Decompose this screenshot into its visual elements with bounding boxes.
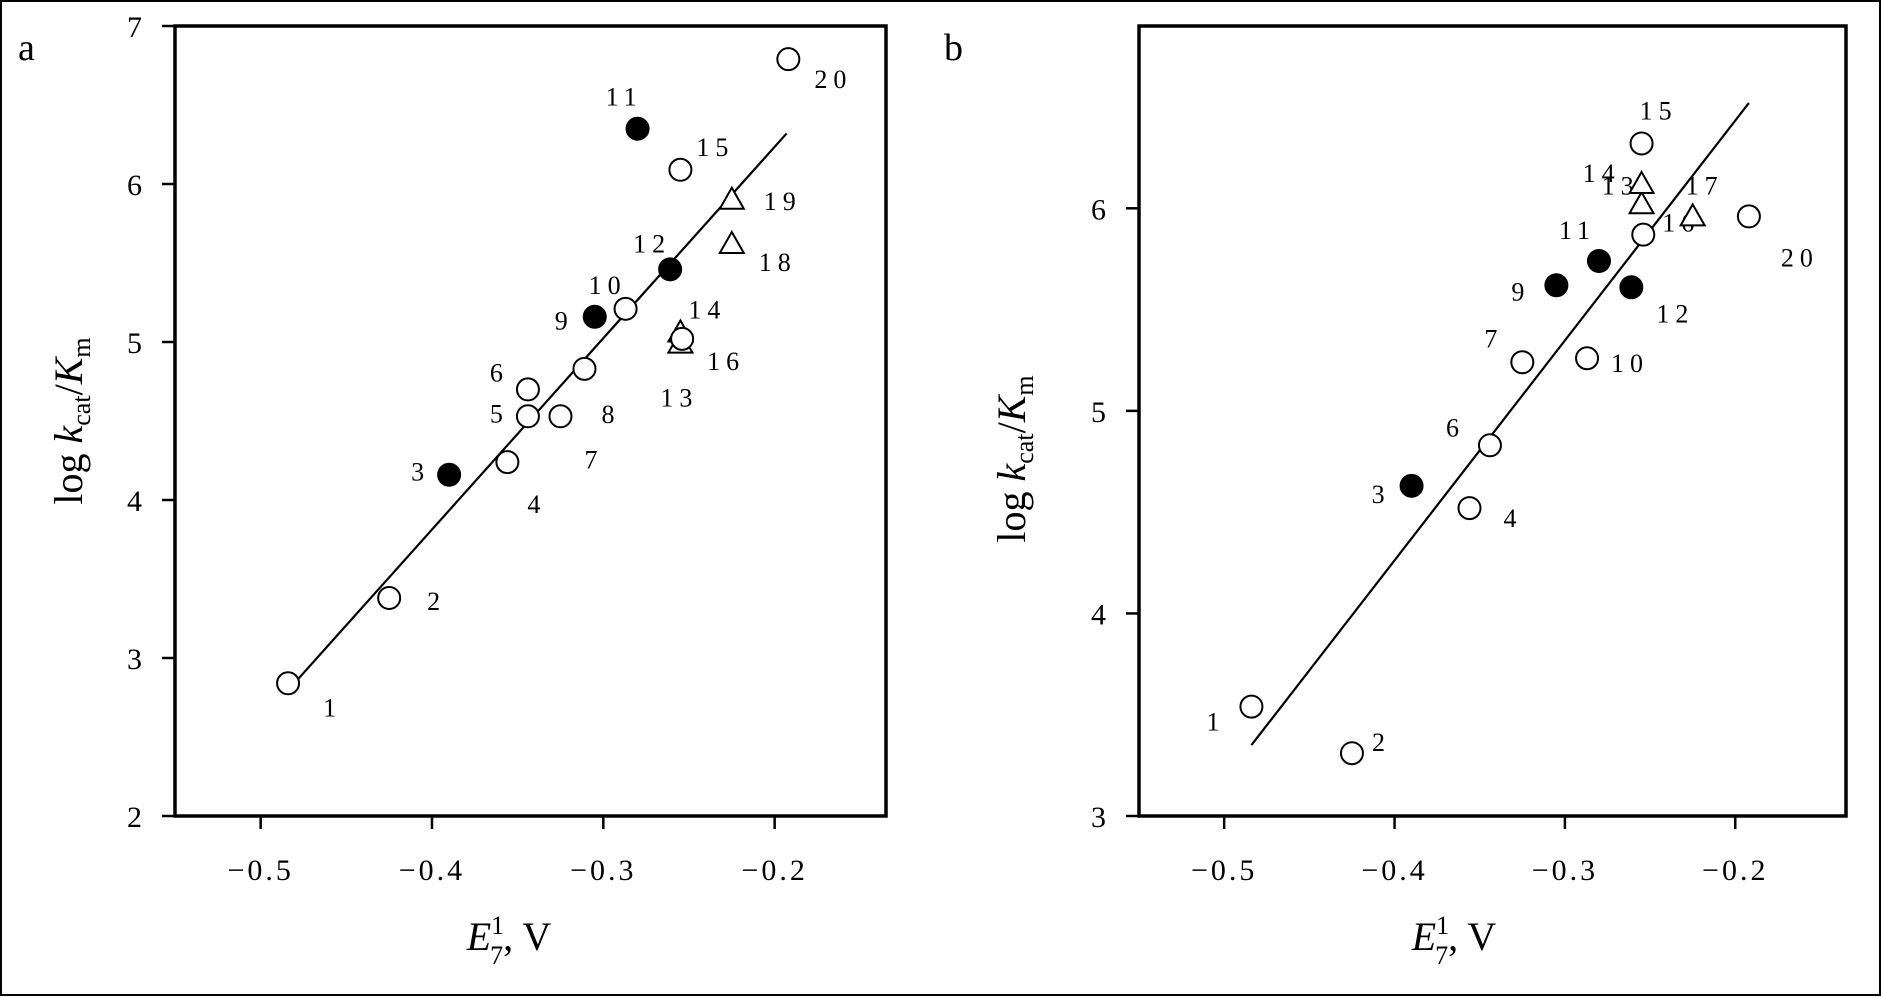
point-label-20: 20 (814, 65, 852, 94)
data-point-12-filled (1619, 275, 1644, 300)
point-label-11: 11 (1559, 216, 1596, 245)
data-point-12-filled (658, 257, 683, 282)
data-point-2-open (377, 585, 402, 610)
data-point-1-open (1239, 694, 1264, 719)
data-point-14-triangle (1627, 169, 1656, 194)
point-label-15: 15 (696, 133, 734, 162)
y-tick-label: 5 (1091, 396, 1109, 429)
point-label-4: 4 (1504, 504, 1523, 533)
data-point-17-triangle (1678, 202, 1707, 227)
point-label-14: 14 (688, 296, 726, 325)
y-tick-label: 3 (127, 643, 145, 676)
data-point-3-filled (1399, 473, 1424, 498)
point-label-2: 2 (1372, 728, 1391, 757)
point-label-9: 9 (1511, 277, 1530, 306)
x-tick-label: −0.4 (1361, 854, 1427, 887)
point-label-9: 9 (555, 307, 574, 336)
x-tick-label: −0.3 (1532, 854, 1598, 887)
plot-frame (1137, 24, 1848, 818)
regression-line (290, 132, 788, 688)
plot-frame (173, 24, 888, 818)
point-label-11: 11 (606, 83, 643, 112)
y-tick-label: 6 (127, 169, 145, 202)
point-label-16: 16 (707, 347, 745, 376)
point-label-6: 6 (1446, 413, 1465, 442)
data-point-9-filled (1544, 273, 1569, 298)
point-label-2: 2 (427, 587, 446, 616)
chart-panel-a: a −0.5 −0.4 −0.3 −0.2 2 3 4 5 6 7 log kcat/Km E1 7, V… (18, 11, 888, 970)
point-label-15: 15 (1640, 96, 1678, 125)
panel-label: b (944, 27, 963, 69)
data-point-11-filled (625, 116, 650, 141)
x-tick-label: −0.4 (399, 854, 465, 887)
data-point-5-open (515, 404, 540, 429)
point-label-14: 14 (1583, 159, 1621, 188)
point-label-10: 10 (1611, 349, 1649, 378)
data-point-6-open (1477, 433, 1502, 458)
data-point-16-open (1631, 222, 1656, 247)
point-label-6: 6 (490, 358, 509, 387)
x-tick-label: −0.3 (570, 854, 636, 887)
data-point-15-open (1629, 131, 1654, 156)
x-axis-label: E1 7, V (1411, 911, 1497, 970)
point-label-3: 3 (411, 458, 430, 487)
point-label-1: 1 (1206, 708, 1225, 737)
data-point-20-open (776, 47, 801, 72)
data-point-8-open (572, 356, 597, 381)
point-label-8: 8 (601, 400, 620, 429)
data-point-7-open (548, 404, 573, 429)
data-point-9-filled (582, 304, 607, 329)
data-point-2-open (1339, 741, 1364, 766)
point-label-7: 7 (1484, 324, 1503, 353)
y-tick-label: 4 (1091, 598, 1109, 631)
point-label-19: 19 (764, 187, 802, 216)
y-axis-label: log kcat/Km (989, 375, 1039, 542)
y-tick-label: 2 (127, 801, 145, 834)
data-point-19-triangle (718, 185, 746, 210)
data-point-16-open (670, 326, 695, 351)
x-axis-label: E1 7, V (466, 911, 552, 970)
data-point-10-open (613, 296, 638, 321)
point-label-18: 18 (759, 248, 797, 277)
point-label-20: 20 (1781, 243, 1819, 272)
panel-label: a (18, 27, 35, 69)
data-point-11-filled (1586, 248, 1611, 273)
point-label-12: 12 (1656, 299, 1694, 328)
data-point-3-filled (437, 462, 462, 487)
point-label-5: 5 (490, 399, 509, 428)
data-point-7-open (1510, 350, 1535, 375)
x-tick-label: −0.5 (227, 854, 293, 887)
data-point-4-open (495, 450, 520, 475)
point-label-13: 13 (660, 384, 698, 413)
y-tick-label: 3 (1091, 801, 1109, 834)
point-label-10: 10 (589, 271, 627, 300)
y-tick-label: 7 (127, 11, 145, 44)
data-point-13-triangle (1627, 190, 1656, 215)
y-tick-label: 6 (1091, 193, 1109, 226)
point-label-17: 17 (1686, 171, 1724, 200)
data-point-6-open (515, 377, 540, 402)
point-label-1: 1 (323, 693, 342, 722)
x-tick-label: −0.2 (741, 854, 807, 887)
x-tick-label: −0.2 (1702, 854, 1768, 887)
y-axis-label: log kcat/Km (46, 337, 96, 504)
data-point-20-open (1736, 204, 1761, 229)
point-label-4: 4 (527, 490, 546, 519)
y-tick-label: 5 (127, 327, 145, 360)
data-point-4-open (1457, 496, 1482, 521)
data-point-18-triangle (718, 230, 746, 255)
point-label-12: 12 (633, 229, 671, 258)
y-tick-label: 4 (127, 485, 145, 518)
point-label-3: 3 (1372, 480, 1391, 509)
data-point-1-open (276, 671, 301, 696)
data-point-15-open (668, 157, 693, 182)
x-tick-label: −0.5 (1191, 854, 1257, 887)
point-label-7: 7 (584, 445, 603, 474)
regression-line (1250, 102, 1750, 746)
point-label-13: 13 (1602, 171, 1640, 200)
data-point-10-open (1575, 346, 1600, 371)
